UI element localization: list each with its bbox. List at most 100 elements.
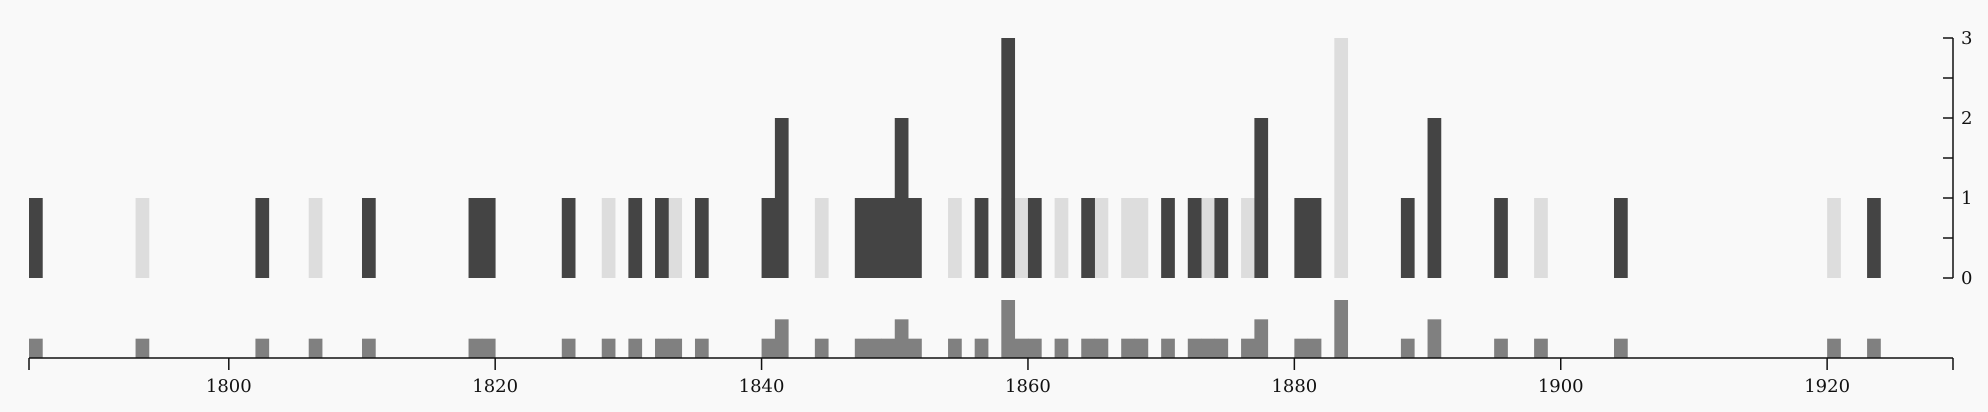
bar-summary-1898 <box>1534 338 1548 358</box>
x-tick-label-1860: 1860 <box>1005 376 1051 397</box>
x-tick-label-1920: 1920 <box>1804 376 1850 397</box>
bar-dark-1864 <box>1081 198 1095 278</box>
bar-summary-1883 <box>1334 300 1349 358</box>
summary-bars-layer <box>29 300 1881 358</box>
x-tick-label-1880: 1880 <box>1271 376 1317 397</box>
bar-dark-1819 <box>481 198 496 278</box>
bar-summary-1856 <box>974 338 989 358</box>
bar-summary-1920 <box>1827 338 1841 358</box>
bar-dark-1881 <box>1307 198 1322 278</box>
bar-summary-1868 <box>1134 338 1149 358</box>
bar-dark-1847 <box>854 198 869 278</box>
bar-dark-1841 <box>774 118 789 278</box>
bar-dark-1904 <box>1614 198 1628 278</box>
y-tick-label-2: 2 <box>1961 108 1972 129</box>
x-axis: 1800 1820 1840 1860 1880 1900 1920 <box>28 357 1954 397</box>
x-tick-label-1820: 1820 <box>472 376 518 397</box>
bar-summary-1844 <box>814 338 829 358</box>
y-ticks: 0 1 2 3 <box>1943 28 1972 289</box>
bar-dark-1895 <box>1494 198 1508 278</box>
bar-summary-1833 <box>668 338 683 358</box>
bar-light-1867 <box>1121 198 1135 278</box>
bar-summary-1890 <box>1427 319 1442 358</box>
bar-summary-1860 <box>1027 338 1042 358</box>
bar-summary-1923 <box>1867 338 1881 358</box>
y-tick-label-0: 0 <box>1961 268 1972 289</box>
bar-dark-1832 <box>655 198 669 278</box>
bar-dark-1858 <box>1001 38 1016 278</box>
bar-summary-1802 <box>255 338 270 358</box>
bar-summary-1806 <box>308 338 323 358</box>
bar-summary-1881 <box>1307 338 1322 358</box>
bar-summary-1874 <box>1214 338 1229 358</box>
x-tick-label-1840: 1840 <box>739 376 785 397</box>
bar-dark-1851 <box>908 198 922 278</box>
bar-dark-1785 <box>29 198 43 278</box>
bar-dark-1848 <box>868 198 882 278</box>
bar-light-1868 <box>1134 198 1149 278</box>
bar-dark-1849 <box>881 198 896 278</box>
bar-dark-1802 <box>255 198 270 278</box>
bar-summary-1841 <box>774 319 789 358</box>
bar-summary-1851 <box>908 338 922 358</box>
x-ticks: 1800 1820 1840 1860 1880 1900 1920 <box>28 358 1954 397</box>
bar-light-1854 <box>948 198 962 278</box>
bar-summary-1876 <box>1241 338 1255 358</box>
bar-light-1806 <box>308 198 323 278</box>
bar-summary-1873 <box>1201 338 1215 358</box>
bar-dark-1818 <box>468 198 483 278</box>
bar-dark-1877 <box>1254 118 1269 278</box>
bar-dark-1888 <box>1400 198 1415 278</box>
bar-summary-1830 <box>628 338 643 358</box>
bar-dark-1880 <box>1294 198 1309 278</box>
main-bars-layer <box>29 38 1881 278</box>
bar-summary-1832 <box>655 338 669 358</box>
bar-summary-1870 <box>1161 338 1175 358</box>
bar-summary-1864 <box>1081 338 1095 358</box>
bar-light-1873 <box>1201 198 1215 278</box>
bar-dark-1872 <box>1187 198 1202 278</box>
bar-dark-1850 <box>894 118 909 278</box>
bar-light-1859 <box>1014 198 1029 278</box>
bar-summary-1835 <box>694 338 709 358</box>
bar-summary-1840 <box>761 338 776 358</box>
bar-summary-1847 <box>854 338 869 358</box>
bar-light-1862 <box>1054 198 1069 278</box>
bar-summary-1849 <box>881 338 896 358</box>
y-tick-label-1: 1 <box>1961 188 1972 209</box>
bar-dark-1830 <box>628 198 643 278</box>
y-tick-label-3: 3 <box>1961 28 1972 49</box>
bar-summary-1825 <box>561 338 576 358</box>
bar-dark-1923 <box>1867 198 1881 278</box>
bar-light-1865 <box>1094 198 1109 278</box>
bar-dark-1870 <box>1161 198 1175 278</box>
bar-light-1883 <box>1334 38 1349 278</box>
bar-dark-1840 <box>761 198 776 278</box>
bar-summary-1810 <box>361 338 376 358</box>
bar-summary-1848 <box>868 338 882 358</box>
bar-summary-1854 <box>948 338 962 358</box>
bar-dark-1860 <box>1027 198 1042 278</box>
bar-summary-1895 <box>1494 338 1508 358</box>
bar-dark-1874 <box>1214 198 1229 278</box>
bar-summary-1865 <box>1094 338 1109 358</box>
bar-light-1833 <box>668 198 683 278</box>
bar-dark-1835 <box>694 198 709 278</box>
bar-dark-1890 <box>1427 118 1442 278</box>
bar-light-1828 <box>601 198 616 278</box>
bar-summary-1872 <box>1187 338 1202 358</box>
bar-dark-1810 <box>361 198 376 278</box>
bar-light-1793 <box>135 198 150 278</box>
bar-summary-1888 <box>1400 338 1415 358</box>
bar-light-1876 <box>1241 198 1255 278</box>
bar-light-1898 <box>1534 198 1548 278</box>
bar-summary-1862 <box>1054 338 1069 358</box>
bar-summary-1793 <box>135 338 150 358</box>
x-tick-label-1800: 1800 <box>206 376 252 397</box>
bar-light-1844 <box>814 198 829 278</box>
bar-summary-1859 <box>1014 338 1029 358</box>
bar-summary-1880 <box>1294 338 1309 358</box>
bar-light-1920 <box>1827 198 1841 278</box>
bar-dark-1825 <box>561 198 576 278</box>
